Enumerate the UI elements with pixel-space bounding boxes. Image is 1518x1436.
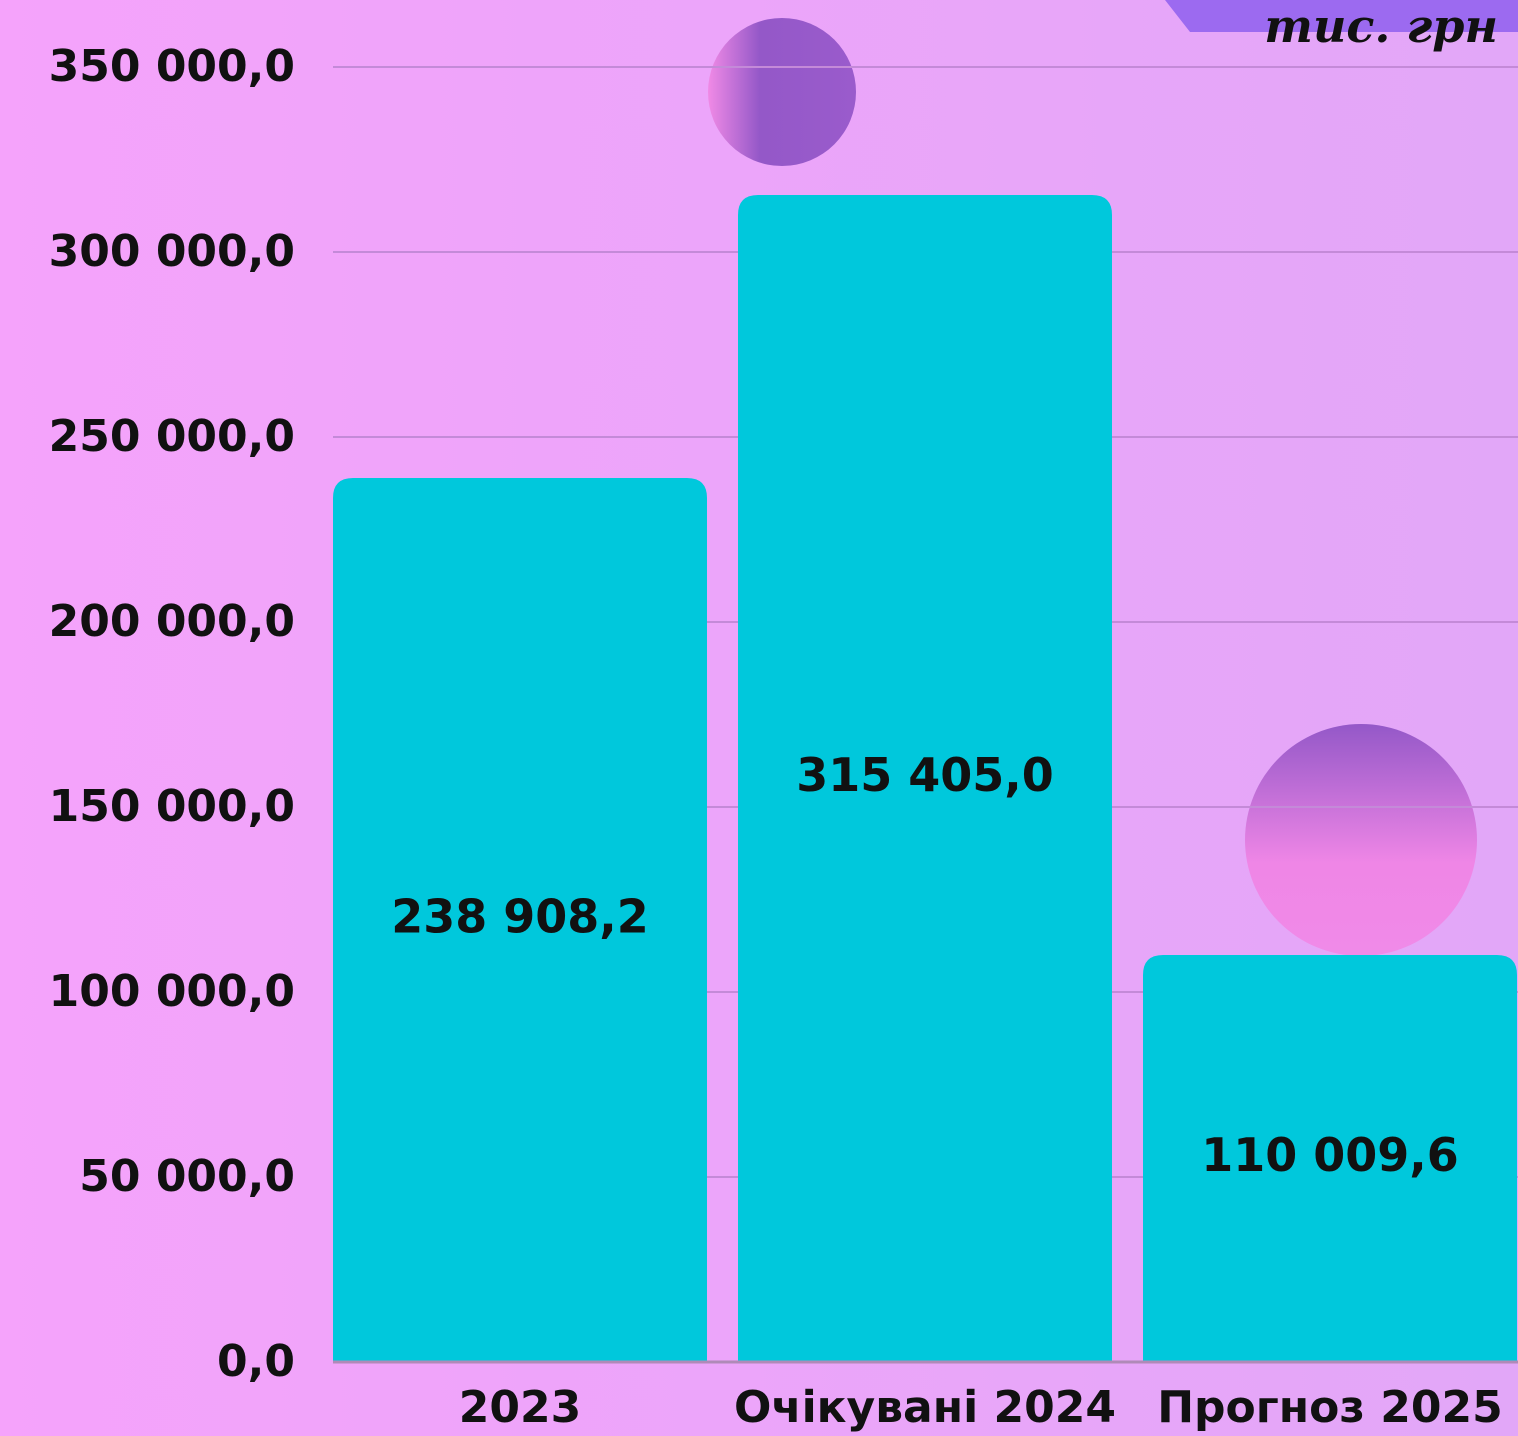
x-tick-label: Очікувані 2024 — [734, 1382, 1116, 1433]
value-label: 315 405,0 — [796, 748, 1054, 802]
decor-circle — [1245, 724, 1477, 956]
value-label: 110 009,6 — [1201, 1128, 1459, 1182]
x-tick-label: Прогноз 2025 — [1157, 1382, 1503, 1433]
y-tick-label: 50 000,0 — [79, 1151, 295, 1202]
y-tick-label: 150 000,0 — [49, 781, 295, 832]
y-tick-label: 100 000,0 — [49, 966, 295, 1017]
y-tick-label: 300 000,0 — [49, 226, 295, 277]
decor-circle — [708, 18, 856, 166]
y-tick-label: 0,0 — [217, 1336, 295, 1387]
y-tick-label: 250 000,0 — [49, 411, 295, 462]
y-tick-label: 350 000,0 — [49, 41, 295, 92]
unit-label: тис. грн — [1264, 0, 1498, 53]
value-label: 238 908,2 — [391, 890, 649, 944]
chart: 0,0 50 000,0 100 000,0 150 000,0 200 000,0 25… — [0, 0, 1518, 1436]
y-tick-label: 200 000,0 — [49, 596, 295, 647]
x-tick-label: 2023 — [459, 1382, 581, 1433]
